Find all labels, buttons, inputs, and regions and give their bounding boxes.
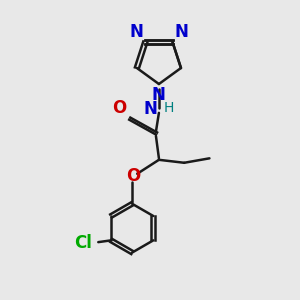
Text: O: O bbox=[127, 167, 141, 185]
Text: N: N bbox=[144, 100, 158, 118]
Text: O: O bbox=[112, 99, 127, 117]
Text: N: N bbox=[152, 85, 166, 103]
Text: N: N bbox=[174, 22, 188, 40]
Text: N: N bbox=[130, 22, 144, 40]
Text: H: H bbox=[164, 101, 174, 115]
Text: Cl: Cl bbox=[74, 234, 92, 252]
